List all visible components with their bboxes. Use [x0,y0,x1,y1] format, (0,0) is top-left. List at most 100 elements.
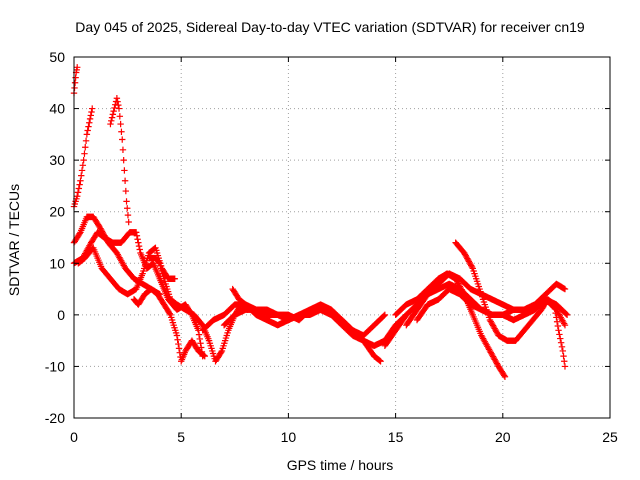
data-point [171,275,178,282]
data-point [175,345,183,352]
y-tick-label: -20 [45,410,65,426]
data-point [116,113,124,120]
data-point [82,144,89,151]
data-point [119,136,126,143]
data-point [77,177,84,184]
data-point [558,343,566,351]
data-point [108,114,116,121]
y-axis-label: SDTVAR / TECUs [6,184,22,296]
data-point [557,335,564,342]
data-point [84,127,91,134]
data-point [550,300,557,308]
data-point [174,336,181,343]
data-point [87,112,94,119]
data-point [217,349,225,356]
data-point [120,156,127,164]
series-arc-c [107,95,132,226]
data-point [122,187,130,195]
data-point [88,108,95,116]
data-point [115,101,122,109]
plot-frame [73,56,611,419]
data-point [561,363,569,370]
data-point [563,310,570,318]
y-tick-label: 20 [49,204,65,220]
series-arc-k [229,285,384,365]
series-arc-b [70,105,96,210]
data-point [559,347,567,355]
data-point [76,230,83,237]
data-point [121,167,128,174]
data-point [175,340,182,348]
data-point [75,185,83,192]
data-point [552,309,559,317]
data-point [195,331,203,338]
data-point [125,218,132,226]
data-point [380,312,388,319]
data-point [117,120,124,128]
data-point [113,95,121,102]
grid-lines [74,57,610,418]
data-point [74,189,82,196]
data-point [79,162,87,169]
data-point [86,119,93,126]
data-point [200,352,208,359]
data-point [173,332,181,339]
data-point [553,318,561,325]
data-point [561,358,568,365]
data-point [381,311,389,319]
data-point [561,321,569,329]
data-point [155,259,163,266]
data-point [554,322,562,330]
data-point [376,357,383,364]
x-tick-label: 20 [495,429,511,445]
series-arc-f [75,244,178,298]
data-point [85,123,92,130]
data-point [555,327,562,334]
data-point [123,198,130,205]
y-tick-label: 40 [49,101,65,117]
y-tick-label: 30 [49,152,65,168]
data-point [563,311,571,319]
y-tick-label: 0 [57,307,65,323]
data-point [551,305,559,313]
data-point [107,120,114,128]
data-point [89,105,96,112]
x-tick-label: 0 [70,429,78,445]
data-point [553,314,560,321]
data-point [108,117,115,125]
data-point [166,310,173,317]
x-tick-label: 10 [281,429,297,445]
data-point [115,105,123,112]
series-arc-a [70,64,81,97]
series-arc-h [145,254,251,365]
data-point [124,205,131,212]
axis-ticks: 0 5 10 15 20 25 -20 -10 0 10 20 30 40 50 [45,49,618,445]
data-point [81,150,88,157]
data-point [551,301,558,308]
series-arc-p [452,239,569,370]
data-point [197,340,204,347]
data-point [76,181,83,188]
data-point [201,352,208,360]
data-point [111,104,118,112]
data-point [124,211,132,219]
y-tick-label: 50 [49,49,65,65]
data-point [74,193,81,200]
data-point [136,246,143,253]
data-point [133,232,141,239]
data-point [377,358,384,365]
data-point [557,339,565,346]
chart-title: Day 045 of 2025, Sidereal Day-to-day VTE… [75,19,585,35]
data-point [114,98,121,105]
series-arc-g [130,285,208,365]
data-point [78,172,85,179]
data-points [70,64,571,380]
x-tick-label: 25 [602,429,618,445]
data-point [86,115,94,123]
data-point [196,335,203,343]
y-tick-label: 10 [49,255,65,271]
x-tick-label: 15 [388,429,404,445]
data-point [118,128,125,135]
data-point [468,263,476,271]
